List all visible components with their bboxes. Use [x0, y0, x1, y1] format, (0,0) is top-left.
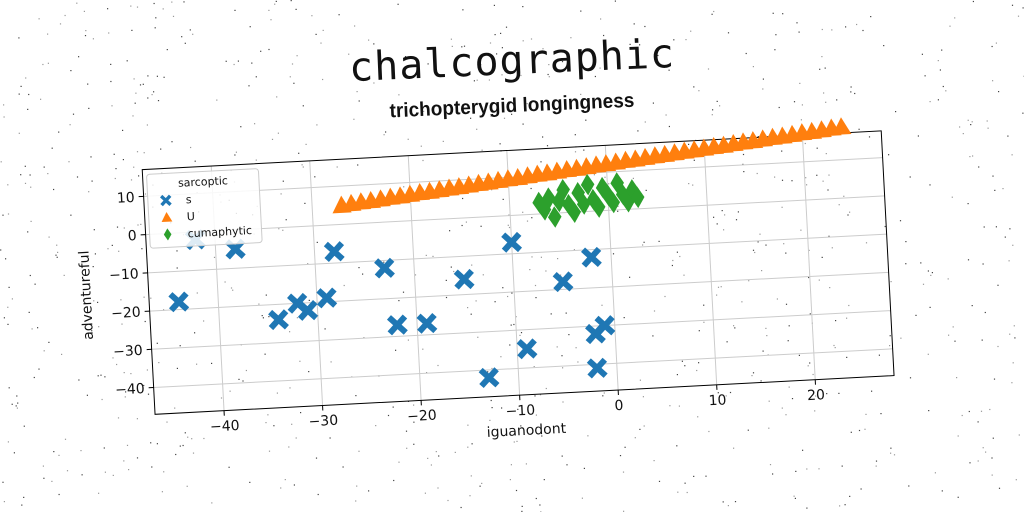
y-tick-label: −40	[115, 381, 145, 399]
x-tick-label: −30	[308, 413, 338, 431]
marker-s	[555, 273, 572, 290]
y-axis-label: adventureful	[76, 250, 97, 340]
x-tick-label: −40	[210, 418, 240, 436]
data-marks	[163, 117, 864, 402]
x-grid-line	[507, 151, 520, 396]
marker-s	[481, 369, 498, 386]
marker-s	[326, 243, 343, 260]
x-grid-line	[310, 161, 323, 406]
marker-s	[456, 271, 473, 288]
x-grid-line	[704, 140, 717, 385]
legend-title: sarcoptic	[178, 174, 229, 190]
legend-label-s: s	[186, 193, 193, 206]
marker-s	[318, 290, 335, 307]
y-tick-label: −20	[111, 305, 141, 323]
y-tick-label: 10	[116, 190, 135, 207]
marker-s	[170, 293, 187, 310]
legend-label-U: U	[186, 210, 195, 223]
x-grid-line	[802, 135, 815, 380]
x-tick-label: 20	[807, 387, 826, 404]
marker-s	[519, 340, 536, 357]
marker-s	[419, 315, 436, 332]
x-tick-label: −10	[505, 402, 535, 420]
y-grid-line	[150, 272, 889, 311]
marker-s	[376, 260, 393, 277]
marker-s	[583, 249, 600, 266]
y-tick-label: −10	[109, 266, 139, 284]
x-tick-label: 0	[614, 398, 624, 414]
marker-s	[389, 317, 406, 334]
marker-s	[270, 311, 287, 328]
y-tick-label: −30	[113, 343, 143, 361]
marker-s	[589, 360, 606, 377]
x-axis-label: iguanodont	[486, 421, 567, 441]
y-tick-label: 0	[127, 228, 137, 244]
x-tick-label: 10	[708, 392, 727, 409]
x-tick-label: −20	[407, 408, 437, 426]
